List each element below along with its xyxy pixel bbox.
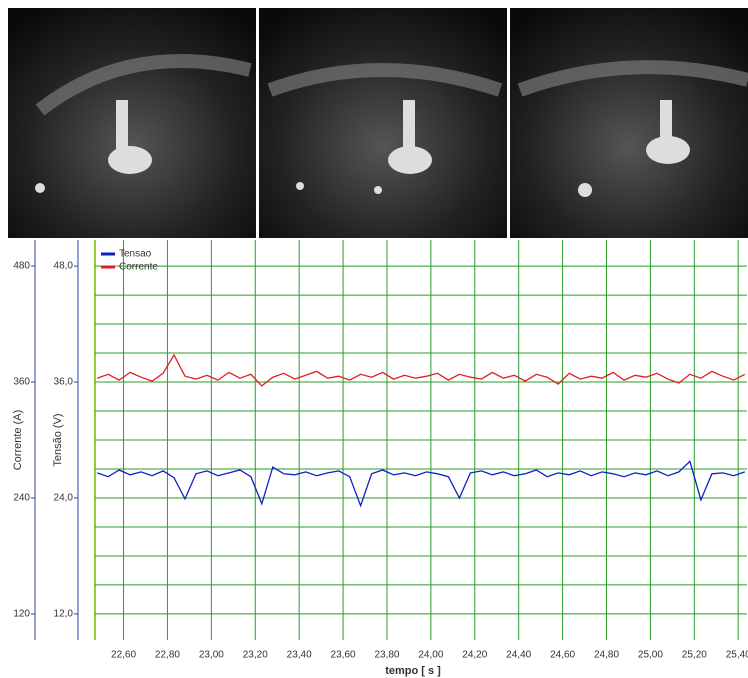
- y2-axis-title: Corrente (A): [12, 410, 24, 471]
- y-axis-title: Tensão (V): [52, 413, 64, 466]
- y-tick-label: 48,0: [54, 261, 74, 272]
- x-tick-label: 24,40: [506, 650, 531, 661]
- x-tick-label: 23,60: [331, 650, 356, 661]
- y2-tick-label: 360: [13, 377, 30, 388]
- x-tick-label: 25,20: [682, 650, 707, 661]
- photos: [8, 8, 748, 238]
- legend-label: Corrente: [119, 262, 158, 273]
- x-tick-label: 25,40: [726, 650, 748, 661]
- series-line: [96, 460, 746, 508]
- x-tick-label: 23,00: [199, 650, 224, 661]
- x-tick-label: 24,80: [594, 650, 619, 661]
- x-tick-label: 23,40: [287, 650, 312, 661]
- x-tick-label: 23,20: [243, 650, 268, 661]
- x-tick-label: 24,60: [550, 650, 575, 661]
- x-tick-label: 24,00: [418, 650, 443, 661]
- photo-detail: [35, 100, 690, 197]
- series-line: [96, 353, 746, 387]
- photo-detail: [35, 54, 748, 116]
- x-tick-label: 23,80: [374, 650, 399, 661]
- y-tick-label: 24,0: [54, 493, 74, 504]
- photo: [259, 8, 507, 238]
- y2-tick-label: 480: [13, 261, 30, 272]
- x-tick-label: 25,00: [638, 650, 663, 661]
- x-tick-label: 22,60: [111, 650, 136, 661]
- y-tick-label: 12,0: [54, 609, 74, 620]
- x-tick-label: 24,20: [462, 650, 487, 661]
- legend-label: Tensao: [119, 249, 152, 260]
- y2-tick-label: 240: [13, 493, 30, 504]
- y2-tick-label: 120: [13, 609, 30, 620]
- photo: [8, 8, 256, 238]
- photo: [510, 8, 748, 238]
- x-tick-label: 22,80: [155, 650, 180, 661]
- x-axis-title: tempo [ s ]: [385, 665, 441, 677]
- y-tick-label: 36,0: [54, 377, 74, 388]
